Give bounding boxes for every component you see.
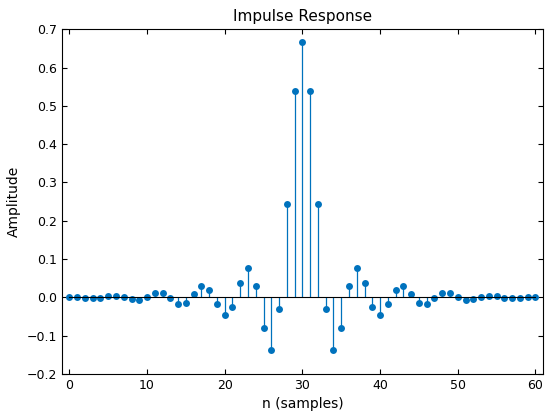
- Y-axis label: Amplitude: Amplitude: [7, 166, 21, 237]
- Title: Impulse Response: Impulse Response: [233, 9, 372, 24]
- X-axis label: n (samples): n (samples): [262, 397, 343, 411]
